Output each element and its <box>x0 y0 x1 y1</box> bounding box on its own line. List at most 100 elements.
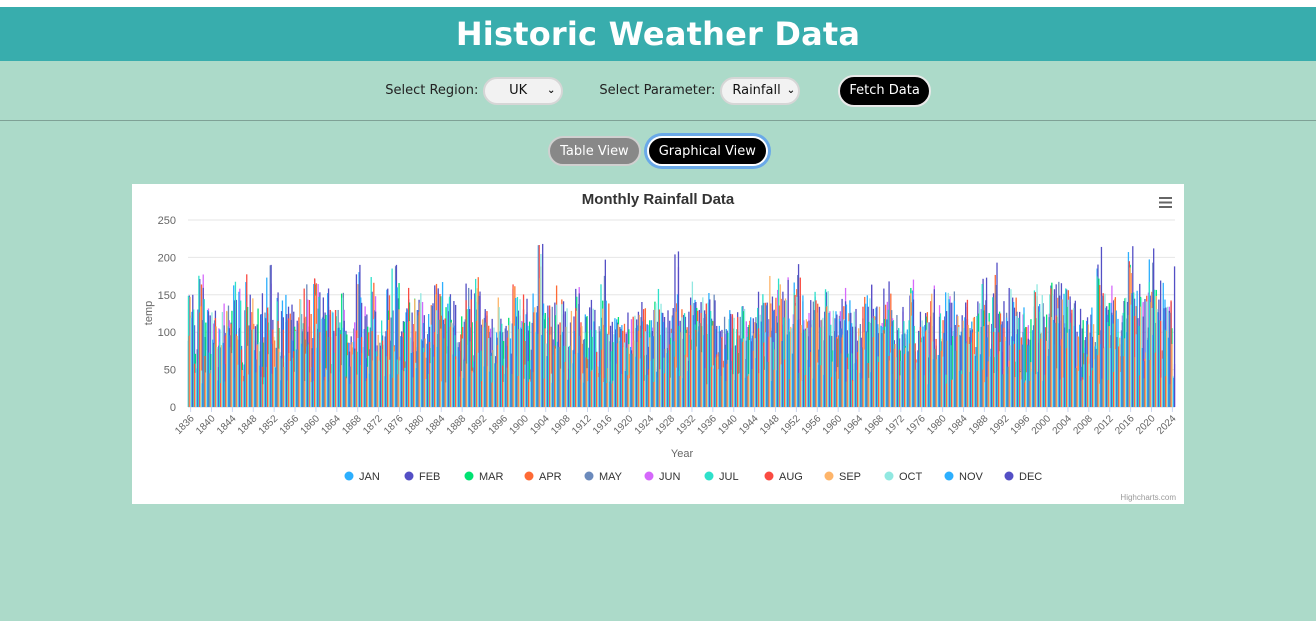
bar-jul-1953[interactable] <box>798 372 801 407</box>
bar-jul-1850[interactable] <box>260 376 263 407</box>
bar-aug-1919[interactable] <box>622 330 624 407</box>
bar-jul-1880[interactable] <box>417 315 419 407</box>
bar-nov-1944[interactable] <box>755 358 757 407</box>
bar-nov-1985[interactable] <box>969 372 971 407</box>
bar-aug-2024[interactable] <box>1170 300 1172 407</box>
bar-nov-1964[interactable] <box>859 372 862 407</box>
bar-oct-1907[interactable] <box>561 304 563 407</box>
bar-nov-2000[interactable] <box>1047 355 1050 407</box>
bar-apr-1915[interactable] <box>602 324 605 407</box>
bar-jul-1885[interactable] <box>443 338 445 407</box>
bar-nov-1906[interactable] <box>556 341 559 407</box>
bar-dec-1880[interactable] <box>421 340 424 407</box>
bar-jul-1974[interactable] <box>908 320 910 407</box>
bar-nov-1974[interactable] <box>911 290 914 407</box>
bar-dec-1994[interactable] <box>1017 329 1019 407</box>
bar-may-1916[interactable] <box>609 341 611 407</box>
bar-oct-1874[interactable] <box>388 359 391 407</box>
bar-oct-1856[interactable] <box>294 330 297 407</box>
bar-dec-1886[interactable] <box>453 301 455 407</box>
bar-sep-1973[interactable] <box>904 347 907 407</box>
bar-aug-1863[interactable] <box>329 309 331 407</box>
bar-dec-1980[interactable] <box>944 316 946 407</box>
bar-jan-1924[interactable] <box>647 325 649 407</box>
bar-dec-1851[interactable] <box>270 264 272 407</box>
bar-oct-1978[interactable] <box>931 341 934 407</box>
bar-sep-1905[interactable] <box>549 334 552 407</box>
bar-jul-1896[interactable] <box>501 323 503 407</box>
bar-jul-2017[interactable] <box>1133 292 1135 407</box>
bar-oct-1837[interactable] <box>195 363 197 407</box>
bar-sep-1945[interactable] <box>758 373 761 407</box>
bar-nov-1939[interactable] <box>729 310 731 407</box>
bar-dec-1945[interactable] <box>761 305 763 407</box>
bar-nov-1941[interactable] <box>739 338 741 407</box>
bar-dec-2019[interactable] <box>1147 327 1150 408</box>
bar-apr-1956[interactable] <box>817 303 819 407</box>
bar-jul-1951[interactable] <box>788 329 790 407</box>
bar-feb-1909[interactable] <box>569 322 572 407</box>
bar-dec-1952[interactable] <box>797 264 800 407</box>
bar-aug-1956[interactable] <box>815 300 817 407</box>
bar-sep-1965[interactable] <box>863 332 865 407</box>
bar-sep-1852[interactable] <box>273 336 275 407</box>
bar-oct-1958[interactable] <box>827 291 829 407</box>
bar-dec-1848[interactable] <box>254 326 257 407</box>
bar-jul-1997[interactable] <box>1028 345 1030 407</box>
bar-dec-1870[interactable] <box>369 327 371 408</box>
bar-oct-1970[interactable] <box>890 352 892 407</box>
bar-jul-1911[interactable] <box>579 379 581 407</box>
bar-jul-1857[interactable] <box>297 349 299 407</box>
bar-dec-2018[interactable] <box>1142 316 1144 407</box>
bar-feb-1894[interactable] <box>491 318 493 407</box>
bar-jul-1902[interactable] <box>532 371 534 407</box>
bar-dec-1933[interactable] <box>698 309 700 407</box>
bar-dec-2009[interactable] <box>1095 348 1097 407</box>
bar-aug-2016[interactable] <box>1128 261 1130 407</box>
bar-dec-1993[interactable] <box>1012 297 1014 407</box>
bar-dec-1958[interactable] <box>829 335 831 407</box>
bar-jul-2014[interactable] <box>1117 331 1119 407</box>
bar-dec-1934[interactable] <box>703 310 706 407</box>
chart-credit[interactable]: Highcharts.com <box>1120 493 1176 502</box>
bar-sep-1955[interactable] <box>810 327 813 407</box>
bar-dec-1857[interactable] <box>301 331 304 407</box>
bar-dec-1919[interactable] <box>625 333 627 407</box>
bar-aug-1902[interactable] <box>533 312 535 407</box>
bar-aug-2015[interactable] <box>1123 356 1125 407</box>
bar-sep-1870[interactable] <box>367 366 369 407</box>
bar-oct-1943[interactable] <box>749 340 751 407</box>
bar-oct-1997[interactable] <box>1031 371 1033 407</box>
bar-sep-1869[interactable] <box>361 353 364 407</box>
bar-feb-1970[interactable] <box>888 281 890 407</box>
bar-jan-1860[interactable] <box>313 284 315 407</box>
bar-aug-2017[interactable] <box>1133 316 1136 407</box>
bar-dec-1897[interactable] <box>510 353 512 407</box>
bar-aug-1957[interactable] <box>820 365 822 407</box>
bar-nov-1904[interactable] <box>546 356 548 407</box>
bar-nov-2012[interactable] <box>1110 302 1112 407</box>
bar-nov-1862[interactable] <box>327 293 329 407</box>
bar-aug-1960[interactable] <box>836 337 838 407</box>
fetch-data-button[interactable]: Fetch Data <box>838 74 931 107</box>
bar-aug-1903[interactable] <box>538 245 540 407</box>
bar-jan-1989[interactable] <box>986 337 989 407</box>
bar-sep-1903[interactable] <box>539 278 541 407</box>
bar-aug-1843[interactable] <box>225 335 227 407</box>
bar-oct-1853[interactable] <box>279 352 281 407</box>
bar-aug-1968[interactable] <box>877 362 880 407</box>
bar-jul-1848[interactable] <box>250 329 252 407</box>
bar-may-1971[interactable] <box>896 315 898 407</box>
bar-aug-1927[interactable] <box>663 373 666 407</box>
bar-nov-1962[interactable] <box>849 300 851 407</box>
bar-sep-1997[interactable] <box>1030 362 1032 407</box>
bar-apr-1859[interactable] <box>310 313 312 407</box>
bar-jul-1988[interactable] <box>981 284 983 407</box>
bar-aug-1929[interactable] <box>674 356 676 407</box>
bar-aug-1875[interactable] <box>392 377 394 407</box>
legend-item-aug[interactable]: AUG <box>764 471 803 483</box>
bar-sep-1984[interactable] <box>962 320 964 407</box>
bar-nov-2021[interactable] <box>1157 312 1159 407</box>
bar-jul-1928[interactable] <box>668 350 670 407</box>
bar-dec-1948[interactable] <box>777 322 779 407</box>
